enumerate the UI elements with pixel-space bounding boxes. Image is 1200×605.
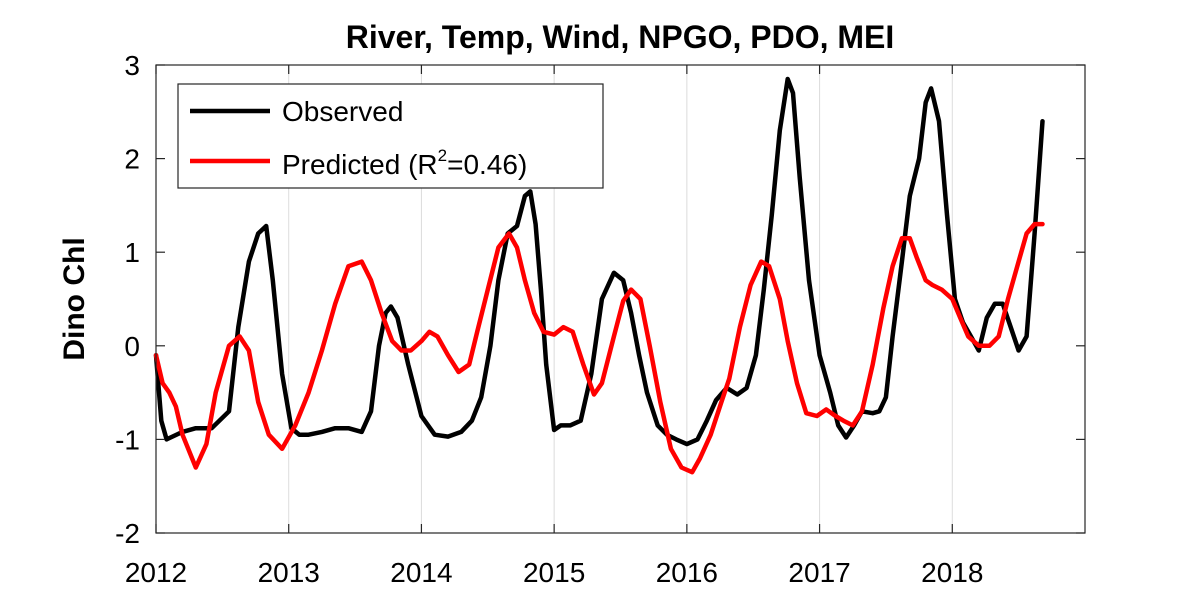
legend-label-predicted-suffix: =0.46) — [447, 149, 527, 180]
legend-label-predicted-superscript: 2 — [438, 146, 447, 165]
x-tick-label: 2013 — [258, 557, 320, 588]
y-tick-label: 3 — [124, 50, 140, 81]
legend: Observed Predicted (R2=0.46) — [177, 83, 604, 189]
legend-label-predicted-prefix: Predicted (R — [282, 149, 438, 180]
x-tick-label: 2014 — [390, 557, 452, 588]
legend-box — [177, 83, 604, 189]
x-tick-label: 2017 — [788, 557, 850, 588]
y-tick-label: 1 — [124, 237, 140, 268]
y-axis-label: Dino Chl — [58, 237, 91, 360]
y-tick-label: 2 — [124, 144, 140, 175]
y-tick-label: -1 — [115, 424, 140, 455]
x-tick-label: 2016 — [656, 557, 718, 588]
x-tick-label: 2018 — [921, 557, 983, 588]
chart-title: River, Temp, Wind, NPGO, PDO, MEI — [346, 19, 895, 55]
y-tick-label: -2 — [115, 518, 140, 549]
series-line-observed — [153, 76, 1045, 447]
series-line-predicted — [153, 221, 1045, 475]
x-tick-label: 2012 — [125, 557, 187, 588]
legend-label-observed: Observed — [282, 96, 403, 127]
series-lines — [153, 76, 1045, 475]
plot-frame — [155, 64, 1086, 534]
x-tick-label: 2015 — [523, 557, 585, 588]
legend-label-predicted: Predicted (R2=0.46) — [282, 146, 527, 180]
axis-ticks: 2012 2013 2014 2015 2016 2017 2018 -2 -1 0 1 2 3 — [115, 50, 1085, 588]
y-tick-label: 0 — [124, 331, 140, 362]
